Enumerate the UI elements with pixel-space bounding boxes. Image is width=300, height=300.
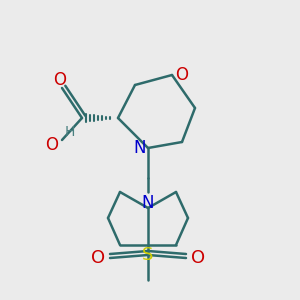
- Text: S: S: [142, 246, 154, 264]
- Text: O: O: [191, 249, 205, 267]
- Text: O: O: [176, 66, 188, 84]
- Text: O: O: [46, 136, 59, 154]
- Text: O: O: [91, 249, 105, 267]
- Text: H: H: [65, 125, 75, 139]
- Text: O: O: [53, 71, 67, 89]
- Text: N: N: [134, 139, 146, 157]
- Text: N: N: [142, 194, 154, 212]
